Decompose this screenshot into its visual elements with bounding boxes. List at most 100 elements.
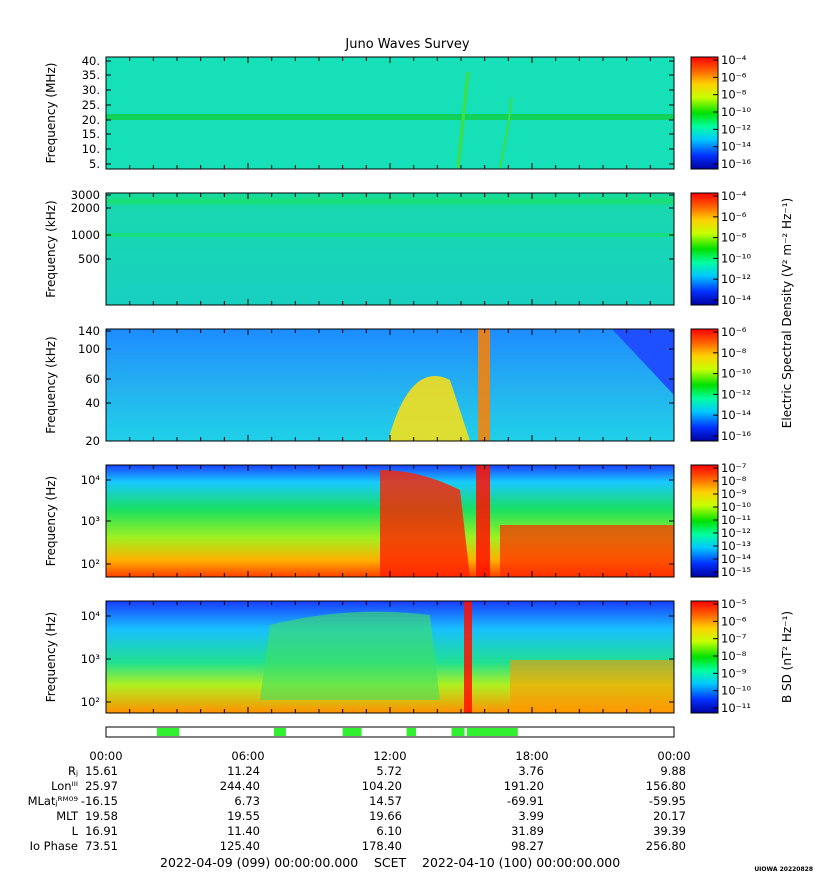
ephemeris-value: 244.40 (220, 779, 260, 793)
colorbar-tick-label: 10⁻¹⁰ (721, 105, 751, 119)
y-tick-label: 10⁴ (81, 473, 101, 487)
ephemeris-value: 98.27 (511, 839, 544, 853)
y-axis-label: Frequency (kHz) (44, 200, 58, 297)
y-axis-label: Frequency (MHz) (44, 63, 58, 164)
colorbar-tick-label: 10⁻⁸ (721, 649, 747, 663)
coverage-segment (342, 728, 362, 736)
colorbar-tick-label: 10⁻⁶ (721, 325, 747, 339)
coverage-segment (466, 728, 518, 736)
y-tick-label: 40. (82, 54, 100, 68)
ephemeris-value: 256.80 (646, 839, 686, 853)
ephemeris-value: 73.51 (85, 839, 118, 853)
y-tick-label: 140 (78, 324, 100, 338)
ephemeris-value: 9.88 (660, 764, 686, 778)
emission-burst (476, 465, 490, 577)
colorbar-tick-label: 10⁻¹⁰ (721, 251, 751, 265)
ephemeris-value: 20.17 (653, 809, 686, 823)
colorbar-tick-label: 10⁻¹⁴ (721, 552, 751, 566)
ephemeris-value: 14.57 (369, 794, 402, 808)
ephemeris-value: 104.20 (362, 779, 402, 793)
colorbar (690, 328, 719, 442)
colorbar-tick-label: 10⁻¹⁰ (721, 500, 751, 514)
ephemeris-value: 3.76 (518, 764, 544, 778)
colorbar-tick-label: 10⁻⁸ (721, 231, 747, 245)
y-axis-label: Frequency (kHz) (44, 336, 58, 433)
y-tick-label: 15. (82, 127, 100, 141)
ephemeris-value: 16.91 (85, 824, 118, 838)
coverage-segment (156, 728, 180, 736)
time-label: 06:00 (231, 749, 264, 763)
coverage-strip (105, 726, 675, 738)
y-tick-label: 10³ (81, 652, 101, 666)
panel-5: 10⁴ 10³ 10² Frequency (Hz) 10⁻⁵ 10⁻⁶ 10⁻⁷ 10⁻⁸ 1… (44, 597, 751, 715)
ephemeris-value: -69.91 (507, 794, 544, 808)
colorbar-label-electric: Electric Spectral Density (V² m⁻² Hz⁻¹) (780, 198, 794, 428)
colorbar-tick-label: 10⁻¹¹ (721, 513, 751, 527)
y-tick-label: 10³ (81, 514, 101, 528)
colorbar-tick-label: 10⁻⁶ (721, 70, 747, 84)
colorbar-tick-label: 10⁻⁶ (721, 614, 747, 628)
colorbar-tick-label: 10⁻⁴ (721, 189, 747, 203)
colorbar-tick-label: 10⁻¹² (721, 122, 751, 136)
y-tick-label: 40 (85, 396, 100, 410)
high-freq-cutoff (612, 329, 674, 395)
y-tick-label: 10² (81, 557, 100, 571)
colorbar-tick-label: 10⁻¹⁴ (721, 408, 751, 422)
ephemeris-value: 6.73 (234, 794, 260, 808)
time-label: 00:00 (89, 749, 122, 763)
coverage-segment (274, 728, 286, 736)
spectrogram-area (106, 329, 674, 441)
ephemeris-row-label: L (72, 824, 79, 838)
colorbar-tick-label: 10⁻⁴ (721, 53, 747, 67)
ephemeris-value: 39.39 (653, 824, 686, 838)
colorbar-tick-label: 10⁻⁵ (721, 597, 747, 611)
colorbar-tick-label: 10⁻¹⁰ (721, 367, 751, 381)
colorbar-tick-label: 10⁻⁸ (721, 474, 747, 488)
ephemeris-value: 156.80 (646, 779, 686, 793)
colorbar-tick-label: 10⁻¹² (721, 272, 751, 286)
colorbar-tick-label: 10⁻¹⁴ (721, 293, 751, 307)
ephemeris-value: 5.72 (376, 764, 402, 778)
chart-title: Juno Waves Survey (345, 37, 470, 52)
colorbar-tick-label: 10⁻⁶ (721, 210, 747, 224)
colorbar (690, 600, 719, 714)
y-tick-label: 60 (85, 372, 100, 386)
coverage-segment (451, 728, 465, 736)
ephemeris-value: 11.40 (227, 824, 260, 838)
y-tick-label: 500 (78, 252, 100, 266)
colorbar-tick-label: 10⁻⁸ (721, 88, 747, 102)
panel-3: 140 100 60 40 20 Frequency (kHz) 10⁻⁶ 10⁻⁸ 10⁻¹⁰… (44, 324, 751, 448)
y-tick-label: 5. (89, 157, 100, 171)
colorbar-label-bsd: B SD (nT² Hz⁻¹) (780, 611, 794, 703)
ephemeris-value: 6.10 (376, 824, 402, 838)
panel-1: 40.35.30.25.20.15.10.5. Frequency (MHz) 10… (44, 53, 751, 171)
colorbar-tick-label: 10⁻¹³ (721, 539, 751, 553)
colorbar-tick-label: 10⁻¹² (721, 526, 751, 540)
colorbar-tick-label: 10⁻⁹ (721, 487, 747, 501)
ephemeris-row-label: Io Phase (30, 839, 78, 853)
y-axis-label: Frequency (Hz) (44, 476, 58, 567)
emission-arc (499, 97, 513, 169)
colorbar-tick-label: 10⁻¹¹ (721, 701, 751, 715)
ephemeris-value: -59.95 (649, 794, 686, 808)
emission-blob (260, 611, 440, 700)
emission-blob (388, 376, 470, 441)
emission-arc (456, 71, 470, 169)
y-tick-label: 10⁴ (81, 609, 101, 623)
y-tick-label: 2000 (71, 201, 100, 215)
colorbar-tick-label: 10⁻¹² (721, 387, 751, 401)
emission-band (510, 660, 674, 713)
emission-burst (464, 601, 472, 713)
footer-end-time: 2022-04-10 (100) 00:00:00.000 (422, 855, 621, 870)
colorbar-tick-label: 10⁻⁷ (721, 461, 747, 475)
y-tick-label: 10² (81, 695, 100, 709)
ephemeris-value: 31.89 (511, 824, 544, 838)
time-label: 12:00 (373, 749, 406, 763)
panel-4: 10⁴ 10³ 10² Frequency (Hz) 10⁻⁷10⁻⁸10⁻⁹10⁻¹⁰… (44, 461, 751, 579)
colorbar-tick-label: 10⁻¹⁴ (721, 140, 751, 154)
emission-burst (478, 329, 490, 441)
colorbar-tick-label: 10⁻⁹ (721, 666, 747, 680)
ephemeris-row-label: Lonᴵᴵᴵ (51, 779, 78, 793)
time-label: 00:00 (657, 749, 690, 763)
y-tick-label: 35. (82, 68, 100, 82)
